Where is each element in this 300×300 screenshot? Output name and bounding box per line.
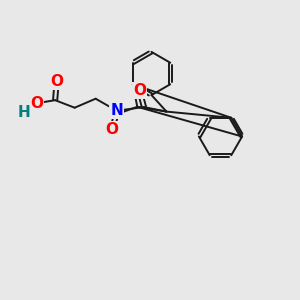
Text: N: N <box>110 103 123 118</box>
Text: O: O <box>105 122 118 137</box>
Text: O: O <box>133 83 146 98</box>
Text: H: H <box>18 105 30 120</box>
Text: O: O <box>50 74 63 89</box>
Text: O: O <box>30 96 43 111</box>
